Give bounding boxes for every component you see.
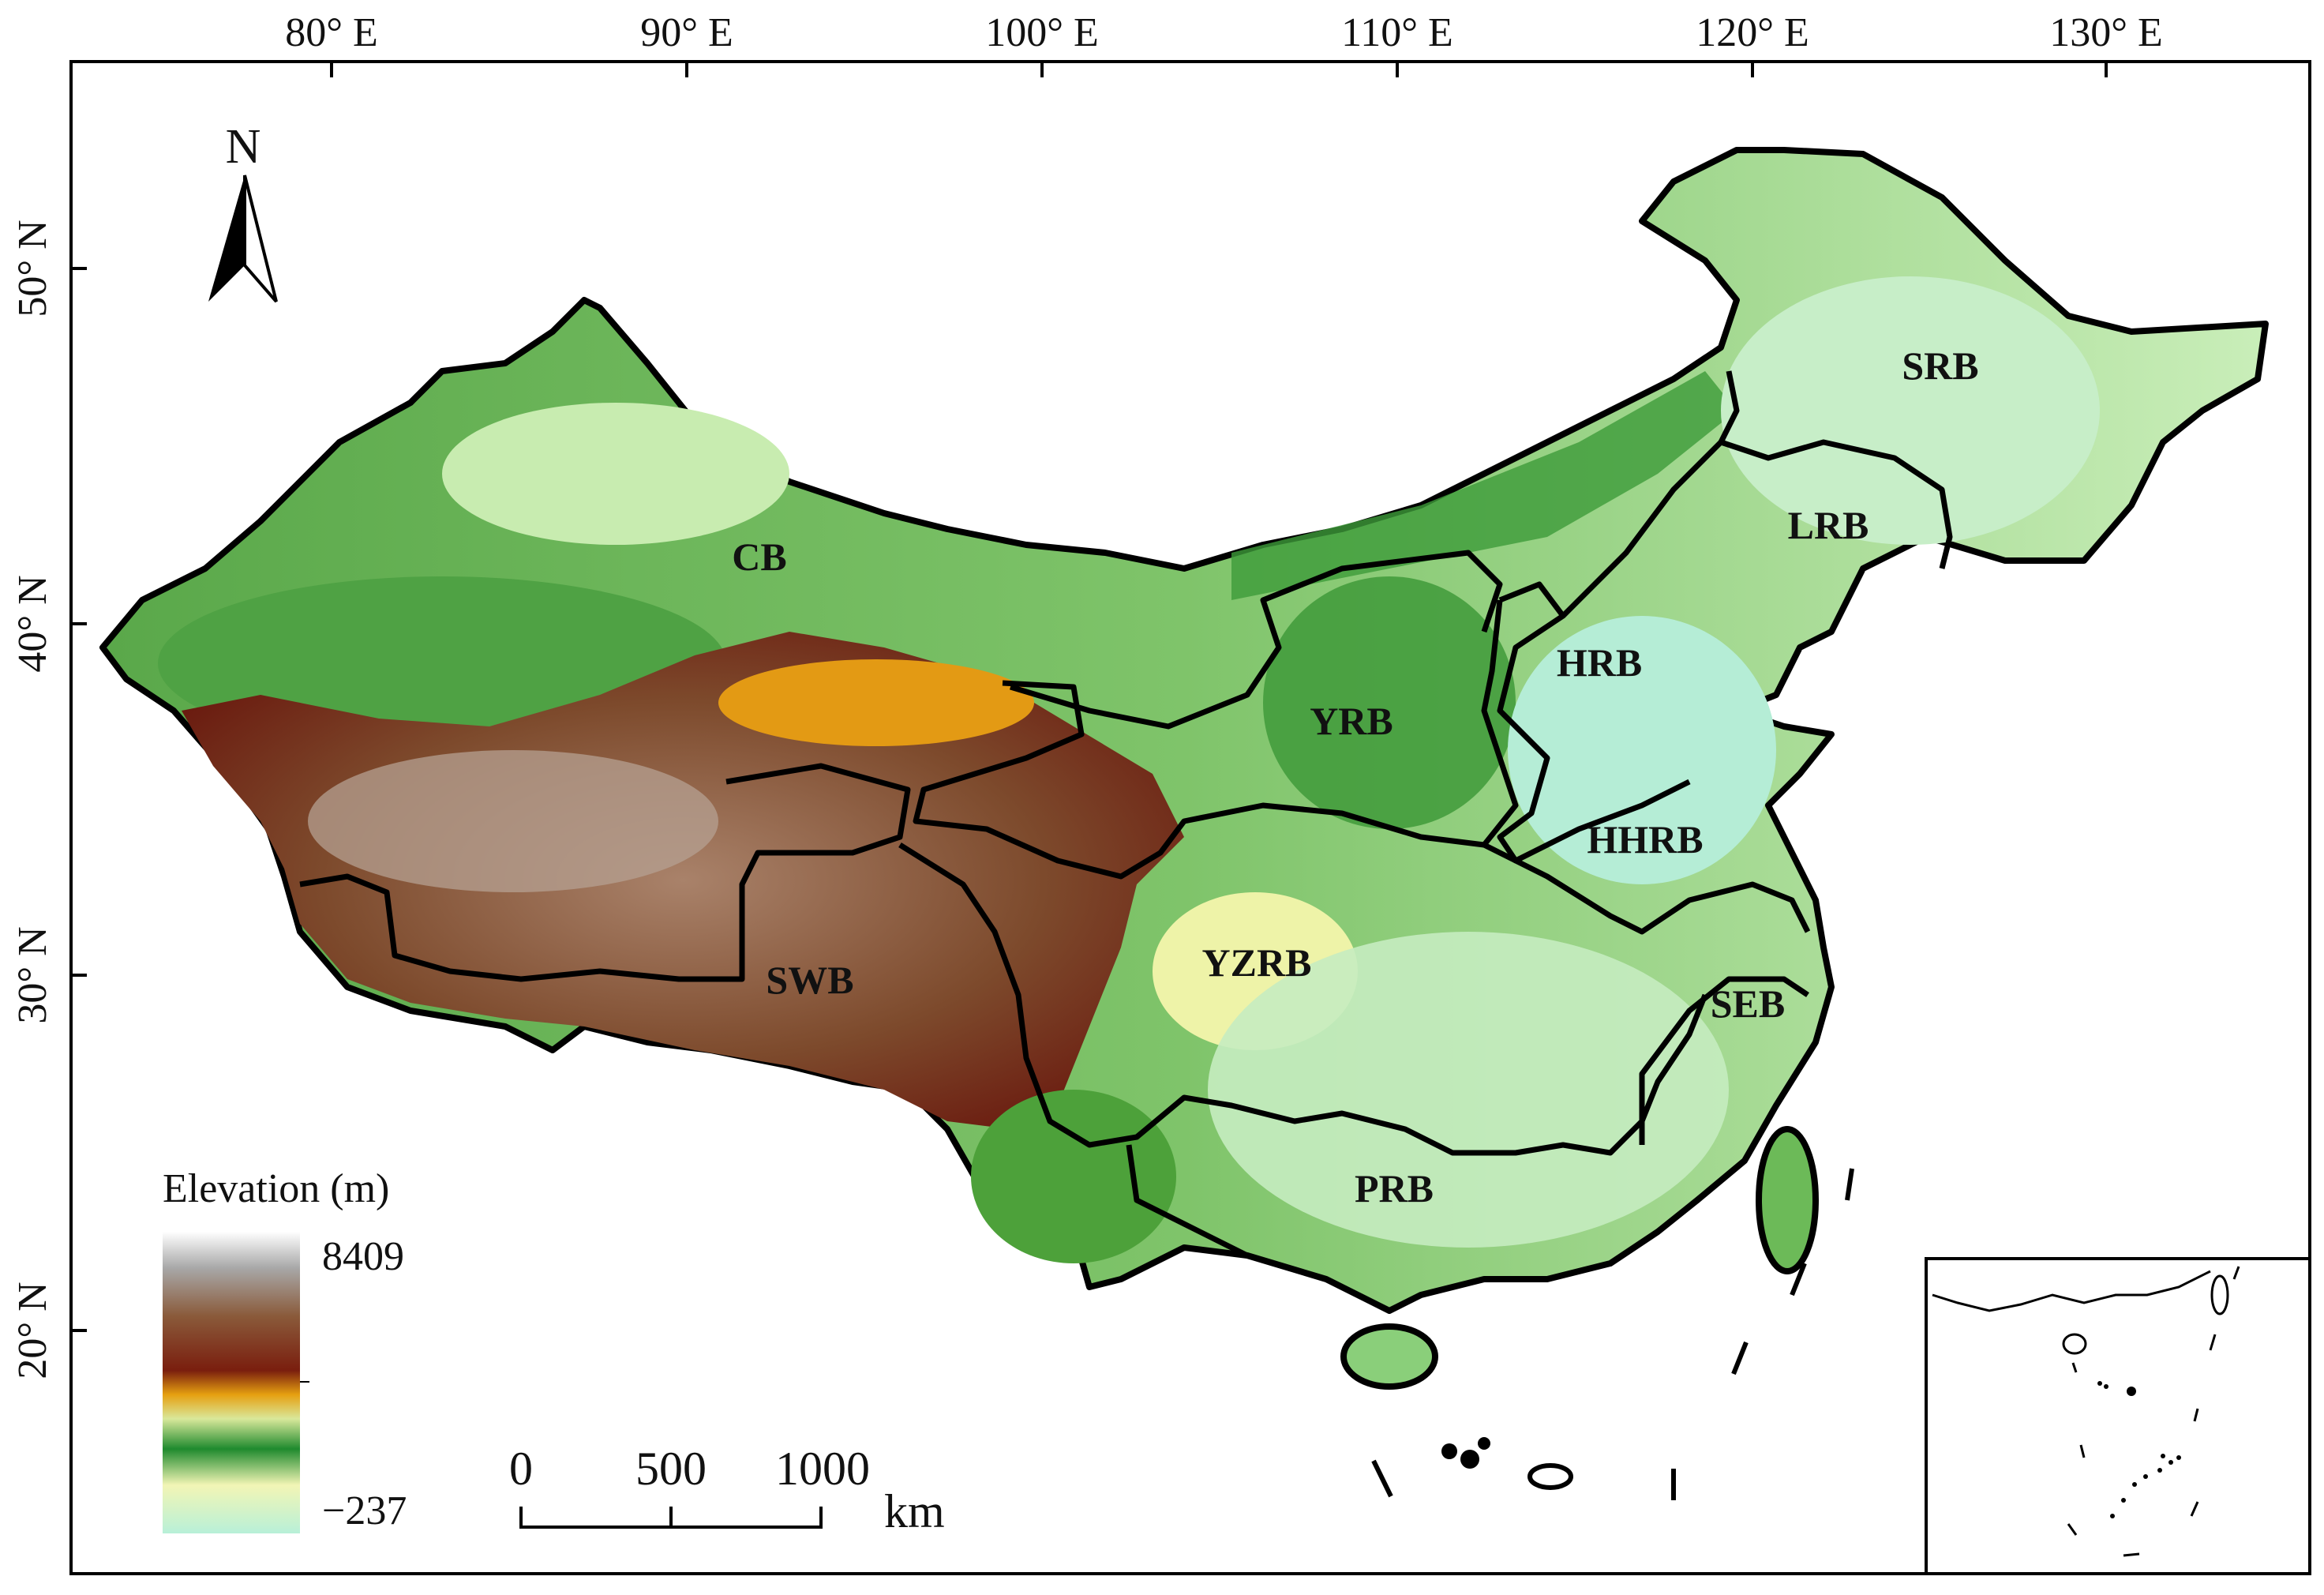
lon-tick-80: 80° E	[285, 10, 378, 55]
lon-tick-100: 100° E	[985, 10, 1099, 55]
inset-hainan	[2062, 1333, 2087, 1355]
basin-labels: CB SRB LRB HRB YRB HHRB YZRB SWB SEB PRB	[732, 343, 1978, 1210]
nine-dash-5	[1845, 1168, 1854, 1201]
legend-colorbar	[163, 1232, 300, 1533]
label-yzrb: YZRB	[1202, 940, 1312, 985]
mongolia-band	[1231, 371, 1737, 600]
basin-boundaries	[299, 370, 1953, 1259]
lon-tick-90: 90° E	[640, 10, 733, 55]
scale-bar-line	[519, 1507, 823, 1529]
north-arrow-icon	[208, 175, 278, 303]
lon-tick-120: 120° E	[1696, 10, 1809, 55]
legend-title: Elevation (m)	[163, 1166, 389, 1211]
boundary-prb	[1126, 1144, 1249, 1259]
label-hrb: HRB	[1557, 640, 1642, 685]
boundary-swb	[299, 763, 911, 982]
boundary-cb-south	[1009, 550, 1503, 730]
lon-tick-130: 130° E	[2049, 10, 2163, 55]
label-lrb: LRB	[1788, 503, 1869, 547]
loess-plateau	[1263, 576, 1516, 829]
taiwan-island	[1756, 1126, 1819, 1274]
yunnan-area	[971, 1090, 1176, 1263]
label-srb: SRB	[1902, 343, 1978, 388]
lat-tick-30: 30° N	[10, 926, 55, 1023]
legend-min-label: −237	[322, 1488, 407, 1533]
north-arrow: N	[208, 120, 278, 303]
north-china-plain	[1508, 616, 1776, 884]
inset-coastline	[1932, 1270, 2211, 1312]
small-island-4	[1478, 1437, 1490, 1450]
dzungarian-area	[442, 403, 789, 545]
boundary-srb	[1718, 370, 1740, 444]
hainan-island	[1340, 1323, 1438, 1390]
boundary-hrb	[1497, 581, 1691, 864]
south-region	[1208, 932, 1729, 1248]
elevation-legend: Elevation (m) 8409 −237	[163, 1166, 407, 1533]
scale-unit: km	[884, 1485, 945, 1537]
boundary-hhrb	[1482, 842, 1811, 935]
label-prb: PRB	[1355, 1166, 1434, 1210]
boundary-lrb	[1561, 439, 1953, 618]
label-seb: SEB	[1711, 981, 1786, 1026]
label-hhrb: HHRB	[1587, 817, 1703, 861]
northeast-plain	[1721, 276, 2100, 545]
latitude-axis: 50° N 40° N 30° N 20° N	[10, 220, 87, 1379]
inset-dashes	[2067, 1266, 2240, 1557]
scale-bar: 0 500 1000 km	[509, 1443, 945, 1537]
qaidam-basin	[718, 659, 1034, 746]
label-cb: CB	[732, 535, 786, 579]
small-island-3	[1460, 1450, 1479, 1469]
label-yrb: YRB	[1310, 699, 1393, 743]
legend-max-label: 8409	[322, 1234, 404, 1279]
scale-label-0: 0	[509, 1443, 533, 1495]
islands	[1340, 1126, 1854, 1500]
plateau-highlands	[308, 750, 718, 892]
inset-taiwan	[2210, 1274, 2229, 1315]
nine-dash-4	[1790, 1262, 1807, 1297]
nine-dash-1	[1371, 1459, 1393, 1498]
scale-label-500: 500	[635, 1443, 707, 1495]
lat-tick-50: 50° N	[10, 220, 55, 317]
lat-tick-40: 40° N	[10, 575, 55, 672]
boundary-yzrb	[898, 843, 1708, 1156]
lon-tick-110: 110° E	[1341, 10, 1453, 55]
north-arrow-label: N	[226, 120, 261, 174]
small-island-1	[1527, 1463, 1573, 1490]
scale-label-1000: 1000	[775, 1443, 870, 1495]
boundary-seb	[1639, 976, 1809, 1145]
inset-islands	[2097, 1381, 2181, 1518]
boundary-yrb	[913, 599, 1519, 880]
nine-dash-3	[1731, 1341, 1749, 1375]
longitude-axis: 80° E 90° E 100° E 110° E 120° E 130° E	[285, 10, 2163, 77]
small-island-2	[1441, 1443, 1457, 1459]
label-swb: SWB	[766, 958, 853, 1002]
inset-map	[1925, 1257, 2311, 1575]
lat-tick-20: 20° N	[10, 1282, 55, 1379]
inset-frame	[1925, 1257, 2311, 1575]
